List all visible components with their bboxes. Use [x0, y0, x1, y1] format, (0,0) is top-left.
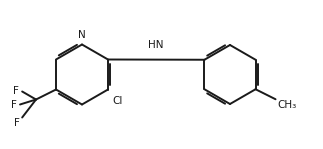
Text: HN: HN: [149, 40, 164, 50]
Text: F: F: [14, 118, 20, 128]
Text: CH₃: CH₃: [277, 100, 297, 110]
Text: F: F: [11, 100, 17, 110]
Text: Cl: Cl: [112, 96, 122, 105]
Text: F: F: [13, 87, 19, 97]
Text: N: N: [78, 31, 86, 41]
